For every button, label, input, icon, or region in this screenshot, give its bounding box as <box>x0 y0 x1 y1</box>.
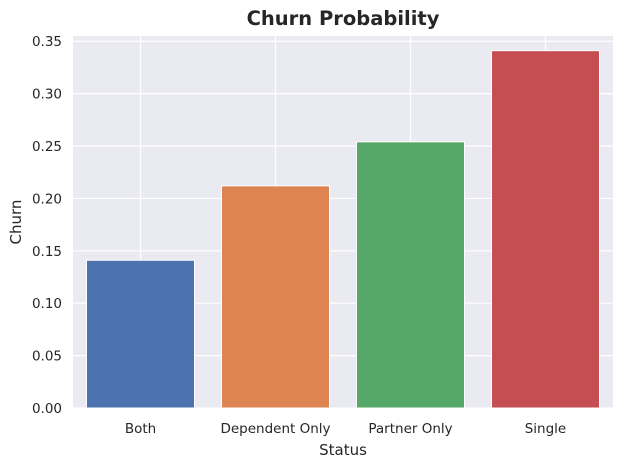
x-axis-label: Status <box>319 441 367 459</box>
y-tick-label: 0.35 <box>32 34 62 50</box>
bar-partner-only <box>356 141 465 409</box>
y-tick-label: 0.30 <box>32 87 62 103</box>
chart-title: Churn Probability <box>247 7 440 30</box>
x-tick-label: Dependent Only <box>220 421 330 437</box>
x-axis-ticks: Both Dependent Only Partner Only Single <box>125 421 566 437</box>
bar-single <box>491 50 600 409</box>
y-tick-label: 0.00 <box>32 401 62 417</box>
bar-dependent-only <box>221 185 330 409</box>
bars <box>86 50 600 409</box>
y-tick-label: 0.15 <box>32 244 62 260</box>
y-tick-label: 0.10 <box>32 296 62 312</box>
y-tick-label: 0.20 <box>32 191 62 207</box>
x-tick-label: Both <box>125 421 156 437</box>
y-tick-label: 0.05 <box>32 349 62 365</box>
y-axis-ticks: 0.00 0.05 0.10 0.15 0.20 0.25 0.30 0.35 <box>32 34 62 417</box>
bar-both <box>86 259 195 409</box>
y-axis-label: Churn <box>7 200 25 245</box>
x-tick-label: Single <box>525 421 567 437</box>
x-tick-label: Partner Only <box>368 421 452 437</box>
y-tick-label: 0.25 <box>32 139 62 155</box>
